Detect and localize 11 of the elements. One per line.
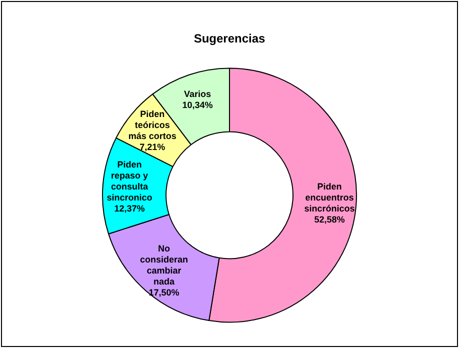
- data-label: 17,50%: [148, 288, 180, 298]
- data-label: 10,34%: [182, 100, 213, 110]
- slice-label: Piden repaso y consulta sincronico: [106, 160, 153, 203]
- data-label: 7,21%: [140, 142, 166, 152]
- chart-title: Sugerencias: [194, 32, 266, 46]
- slice-label: Varios: [184, 89, 211, 100]
- data-label: 52,58%: [314, 214, 345, 224]
- slice-label: Piden teóricos más cortos: [128, 108, 176, 141]
- data-label: 12,37%: [114, 204, 145, 214]
- slice-label: Piden encuentros sincrónicos: [304, 181, 355, 214]
- slice-label: No consideran cambiar nada: [140, 244, 188, 287]
